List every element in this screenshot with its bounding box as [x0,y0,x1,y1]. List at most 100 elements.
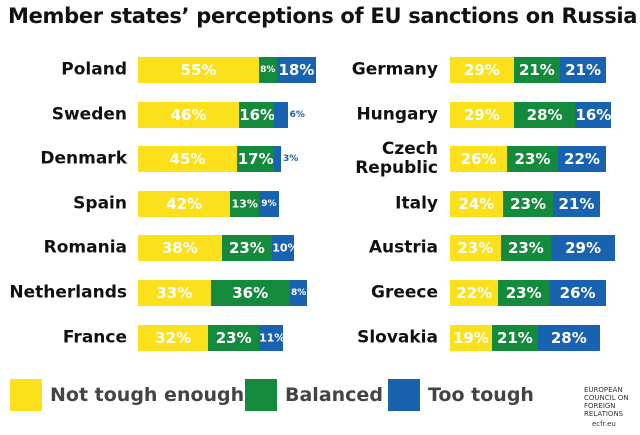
bar-segment [272,235,295,262]
value-label: 26% [559,284,596,302]
legend-label: Balanced [285,384,383,406]
bar-segment [491,324,538,351]
value-label: 24% [458,194,495,213]
value-label: 28% [550,328,587,347]
bar-segment [274,146,281,173]
chart-title: Member states’ perceptions of EU sanctio… [8,4,638,28]
value-label: 23% [507,239,544,258]
bar-segment [450,280,499,306]
value-label: 22% [456,284,493,302]
value-label: 23% [505,284,542,302]
value-label: 21% [518,61,555,79]
category-label: Hungary [356,104,438,125]
value-label: 32% [155,328,192,347]
value-label: 21% [496,328,533,347]
bar-segment [575,101,611,128]
bar-segment [289,280,308,306]
bar-segment [230,190,259,217]
bar-segment [259,324,284,351]
value-label: 18% [278,61,315,79]
value-label: 23% [215,328,252,347]
value-label: 23% [514,150,551,169]
bar-segment [450,101,514,128]
value-label: 46% [170,105,207,124]
source: EUROPEAN COUNCIL ON FOREIGN RELATIONS [584,386,629,418]
bar-segment [513,101,576,128]
bar-segment [557,146,607,173]
value-label: 55% [180,61,217,79]
value-label: 19% [452,328,489,347]
category-label: Germany [351,59,438,80]
value-label: 16% [239,105,276,124]
category-label: Romania [43,237,127,258]
bar-segment [450,190,503,217]
bar-segment [138,57,259,83]
value-label: 29% [565,239,602,258]
bar-segment [507,146,558,173]
value-label: 13% [231,197,258,211]
bar-segment [549,280,607,306]
value-label: 33% [156,284,193,302]
bar-segment [138,190,231,217]
category-label: Netherlands [9,282,127,303]
value-label: 23% [457,239,494,258]
value-label: 16% [575,105,612,124]
bar-segment [450,235,501,262]
value-label: 9% [261,198,277,209]
bar-segment [210,280,290,306]
value-label: 21% [558,194,595,213]
bar-segment [560,57,607,83]
value-label: 3% [283,154,299,165]
bar-segment [502,190,554,217]
value-label: 8% [290,288,307,298]
value-label: 29% [463,61,500,79]
legend-swatch [245,379,277,411]
bar-segment [538,324,600,351]
bar-segment [450,324,492,351]
value-label: 28% [526,105,563,124]
category-label: Slovakia [357,327,438,348]
bar-segment [276,57,317,83]
bar-segment [221,235,273,262]
category-label: Spain [73,193,127,214]
bar-segment [208,324,259,351]
value-label: 45% [169,150,206,169]
value-label: 26% [460,150,497,169]
legend-swatch [10,379,42,411]
bar-segment [138,101,240,128]
bar-segment [553,190,600,217]
value-label: 29% [463,105,500,124]
value-label: 17% [237,150,274,169]
legend-swatch [388,379,420,411]
category-label: France [62,327,127,348]
bar-segment [138,146,237,173]
value-label: 10% [272,241,299,255]
value-label: 23% [510,194,547,213]
bar-segment [513,57,560,83]
bar-segment [450,146,508,173]
bar-segment [259,57,277,83]
category-label: Denmark [40,148,127,169]
value-label: 6% [289,109,305,120]
category-label: Greece [370,282,438,303]
bar-segment [237,146,275,173]
legend-label: Too tough [428,384,534,406]
bar-segment [239,101,275,128]
value-label: 21% [565,61,602,79]
bar-segment [450,57,514,83]
bar-segment [500,235,552,262]
value-label: 36% [232,284,269,302]
value-label: 22% [564,150,600,169]
value-label: 23% [228,239,265,258]
value-label: 38% [161,239,198,258]
value-label: 11% [259,331,286,345]
category-label: Sweden [51,104,127,125]
value-label: 8% [260,65,276,75]
source-url: ecfr.eu [592,420,616,428]
bar-segment [259,190,279,217]
bar-segment [138,280,211,306]
bar-segment [498,280,549,306]
bar-segment [274,101,288,128]
bar-segment [551,235,615,262]
